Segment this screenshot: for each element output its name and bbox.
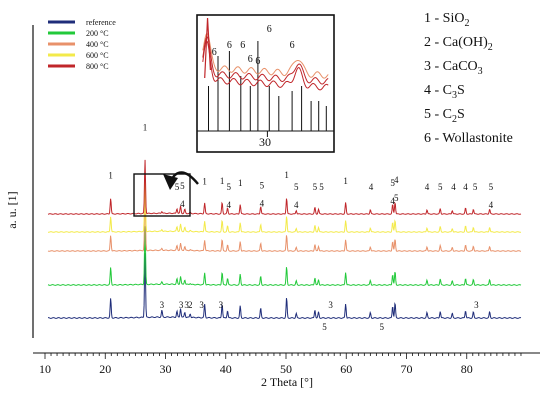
peak-label: 5 xyxy=(380,322,385,332)
peak-label: 4 xyxy=(390,196,395,206)
phase-legend: 1 - SiO2 2 - Ca(OH)2 3 - CaCO3 4 - C3S 5… xyxy=(424,11,513,146)
inset-series-line xyxy=(202,36,329,85)
inset-peak-label: 6 xyxy=(267,24,272,35)
inset-peak-label: 6 xyxy=(227,40,232,51)
peak-label: 4 xyxy=(489,200,494,210)
peak-label: 4 xyxy=(451,182,456,192)
peak-label: 1 xyxy=(220,176,225,186)
phase-3-label: 3 - CaCO3 xyxy=(424,59,483,77)
phase-2-label: 2 - Ca(OH)2 xyxy=(424,35,493,53)
peak-label: 5 xyxy=(175,182,180,192)
peak-label: 5 xyxy=(473,182,478,192)
peak-label: 5 xyxy=(438,182,443,192)
peak-label: 4 xyxy=(463,182,468,192)
inset-peak-label: 6 xyxy=(290,40,295,51)
inset-peak xyxy=(204,17,211,79)
peak-label: 1 xyxy=(143,123,148,133)
x-tick-label: 20 xyxy=(99,362,111,376)
x-tick-label: 80 xyxy=(461,362,473,376)
peak-label: 4 xyxy=(227,200,232,210)
peak-label: 5 xyxy=(390,178,395,188)
peak-label: 5 xyxy=(322,322,327,332)
peak-label: 4 xyxy=(180,199,185,209)
peak-label: 1 xyxy=(343,176,348,186)
series-line xyxy=(47,226,522,286)
phase-4-label: 4 - C3S xyxy=(424,83,465,101)
peak-label: 3 xyxy=(219,300,224,310)
peak-label: 3 xyxy=(184,300,189,310)
inset-content: 66 66 666 xyxy=(197,17,334,137)
peak-label: 5 xyxy=(227,182,232,192)
zoom-region-box xyxy=(133,173,191,217)
series-line xyxy=(47,159,522,215)
inset-peak-label: 6 xyxy=(212,47,217,58)
peak-label: 5 xyxy=(489,182,494,192)
arrow-head-icon xyxy=(163,174,178,190)
phase-1-label: 1 - SiO2 xyxy=(424,11,469,29)
legend-entry: 200 °C xyxy=(86,29,109,38)
x-tick-label: 70 xyxy=(401,362,413,376)
peak-label: 1 xyxy=(238,178,243,188)
phase-5-label: 5 - C2S xyxy=(424,107,465,125)
x-tick-label: 40 xyxy=(220,362,232,376)
series-group xyxy=(47,159,522,319)
x-axis-label: 2 Theta [°] xyxy=(261,375,313,389)
legend-entry: 400 °C xyxy=(86,40,109,49)
peak-label: 1 xyxy=(202,177,207,187)
peak-label: 4 xyxy=(425,182,430,192)
peak-label: 4 xyxy=(260,198,265,208)
peak-label: 5 xyxy=(394,193,399,203)
phase-6-label: 6 - Wollastonite xyxy=(424,131,513,146)
peak-label: 4 xyxy=(369,182,374,192)
peak-label: 3 xyxy=(328,300,333,310)
peak-label: 2 xyxy=(188,300,193,310)
series-line xyxy=(48,253,522,319)
series-legend: reference 200 °C 400 °C 600 °C 800 °C xyxy=(48,18,116,71)
peak-label: 3 xyxy=(160,300,165,310)
peak-label: 4 xyxy=(394,175,399,185)
inset-zoom: 66 66 666 30 xyxy=(196,14,335,153)
series-line xyxy=(47,179,522,233)
peak-label: 3 xyxy=(199,300,204,310)
inset-series-line xyxy=(202,33,329,79)
peak-label: 5 xyxy=(180,181,185,191)
peak-label: 1 xyxy=(284,170,289,180)
inset-series-line xyxy=(202,40,329,91)
inset-peak-label: 6 xyxy=(240,40,245,51)
inset-peak-label: 6 xyxy=(255,56,260,67)
peak-label: 5 xyxy=(313,182,318,192)
x-tick-label: 30 xyxy=(160,362,172,376)
inset-peak-label: 6 xyxy=(248,54,253,65)
peak-label: 5 xyxy=(319,182,324,192)
legend-entry: 800 °C xyxy=(86,62,109,71)
peak-label: 5 xyxy=(294,182,299,192)
legend-entry: 600 °C xyxy=(86,51,109,60)
inset-tick-label: 30 xyxy=(259,135,271,149)
legend-entry: reference xyxy=(86,18,116,27)
x-tick-label: 60 xyxy=(340,362,352,376)
peak-label: 5 xyxy=(260,180,265,190)
x-tick-label: 50 xyxy=(280,362,292,376)
x-tick-label: 10 xyxy=(39,362,51,376)
peak-label: 3 xyxy=(179,300,184,310)
peak-label: 4 xyxy=(294,200,299,210)
peak-label: 3 xyxy=(474,300,479,310)
series-line xyxy=(47,198,522,252)
peak-label: 1 xyxy=(108,171,113,181)
y-axis-label: a. u. [1] xyxy=(5,191,19,228)
x-ticks: 10 20 30 40 50 60 70 80 xyxy=(39,353,522,376)
